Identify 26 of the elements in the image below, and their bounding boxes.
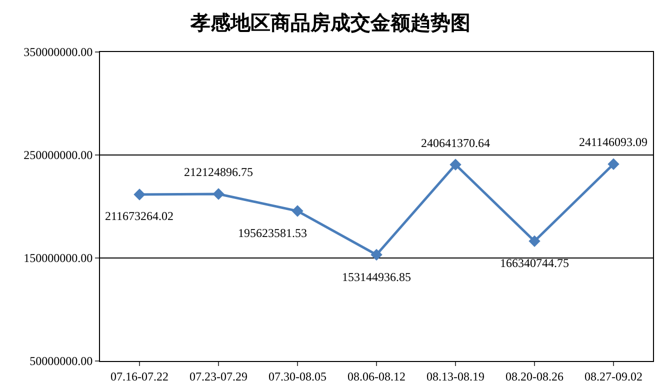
data-label: 153144936.85: [342, 270, 411, 284]
chart-title: 孝感地区商品房成交金额趋势图: [190, 12, 470, 35]
data-label: 241146093.09: [579, 135, 648, 149]
x-tick-label: 08.06-08.12: [348, 369, 406, 384]
point: [450, 158, 462, 170]
data-label: 240641370.64: [421, 136, 490, 150]
data-label: 195623581.53: [238, 226, 307, 240]
point: [608, 158, 620, 170]
y-tick-label: 250000000.00: [24, 148, 93, 162]
data-label: 166340744.75: [500, 256, 569, 270]
data-label: 211673264.02: [105, 209, 174, 223]
data-label: 212124896.75: [184, 165, 253, 179]
y-tick-label: 350000000.00: [24, 45, 93, 60]
point: [212, 188, 224, 200]
y-tick-label: 50000000.00: [30, 354, 93, 368]
x-tick-label: 08.27-09.02: [584, 369, 642, 384]
point: [370, 248, 382, 261]
x-tick-label: 07.16-07.22: [110, 369, 168, 384]
y-tick-label: 150000000.00: [24, 251, 93, 266]
x-tick-label: 07.30-08.05: [268, 369, 326, 384]
x-tick-label: 08.13-08.19: [426, 369, 484, 384]
point: [528, 235, 540, 248]
x-tick-label: 07.23-07.29: [190, 369, 248, 384]
x-tick-label: 08.20-08.26: [506, 369, 564, 384]
point: [134, 188, 146, 200]
point: [292, 205, 304, 217]
